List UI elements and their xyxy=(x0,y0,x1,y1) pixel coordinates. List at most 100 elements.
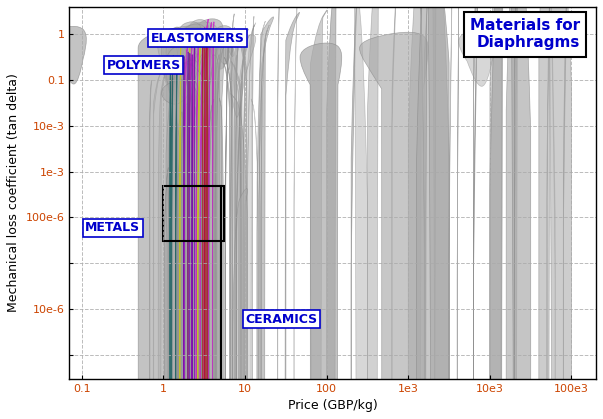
Ellipse shape xyxy=(220,32,234,57)
Ellipse shape xyxy=(452,0,487,419)
Ellipse shape xyxy=(175,32,187,419)
Ellipse shape xyxy=(224,63,235,419)
Ellipse shape xyxy=(236,81,245,419)
Ellipse shape xyxy=(500,0,525,419)
Ellipse shape xyxy=(218,34,232,419)
Ellipse shape xyxy=(158,34,182,419)
Ellipse shape xyxy=(171,73,174,419)
Ellipse shape xyxy=(193,41,221,419)
Ellipse shape xyxy=(226,27,235,419)
Ellipse shape xyxy=(168,28,201,419)
Ellipse shape xyxy=(225,33,232,70)
Ellipse shape xyxy=(188,36,196,419)
Ellipse shape xyxy=(235,32,256,419)
Ellipse shape xyxy=(251,99,263,419)
Ellipse shape xyxy=(169,60,171,419)
Ellipse shape xyxy=(183,24,207,75)
Text: CERAMICS: CERAMICS xyxy=(245,313,317,326)
Y-axis label: Mechanical loss coefficient (tan delta): Mechanical loss coefficient (tan delta) xyxy=(7,73,20,312)
Ellipse shape xyxy=(333,0,363,419)
Ellipse shape xyxy=(197,39,209,77)
Ellipse shape xyxy=(232,29,248,419)
Ellipse shape xyxy=(201,29,226,419)
Text: Materials for
Diaphragms: Materials for Diaphragms xyxy=(470,18,580,51)
Ellipse shape xyxy=(150,61,180,419)
Ellipse shape xyxy=(183,57,185,419)
Ellipse shape xyxy=(252,30,267,419)
Ellipse shape xyxy=(178,27,209,46)
Ellipse shape xyxy=(157,74,165,419)
Ellipse shape xyxy=(452,0,462,419)
Ellipse shape xyxy=(160,168,168,419)
Ellipse shape xyxy=(540,0,577,419)
Ellipse shape xyxy=(534,0,568,419)
Ellipse shape xyxy=(508,0,555,419)
Ellipse shape xyxy=(183,60,209,419)
Ellipse shape xyxy=(204,61,211,419)
Ellipse shape xyxy=(176,62,205,102)
Ellipse shape xyxy=(212,38,224,419)
Ellipse shape xyxy=(412,0,434,419)
Ellipse shape xyxy=(339,0,383,419)
Ellipse shape xyxy=(148,80,151,419)
Ellipse shape xyxy=(179,45,188,419)
Ellipse shape xyxy=(240,36,247,419)
Ellipse shape xyxy=(238,25,254,419)
Ellipse shape xyxy=(221,37,230,419)
Ellipse shape xyxy=(166,44,190,101)
Ellipse shape xyxy=(169,77,171,419)
Text: ELASTOMERS: ELASTOMERS xyxy=(151,31,245,44)
Ellipse shape xyxy=(197,19,223,57)
Ellipse shape xyxy=(161,63,184,71)
Ellipse shape xyxy=(166,27,180,87)
Ellipse shape xyxy=(174,57,178,419)
Ellipse shape xyxy=(449,0,508,419)
Ellipse shape xyxy=(305,0,340,419)
Ellipse shape xyxy=(238,34,245,419)
Ellipse shape xyxy=(525,0,591,419)
Ellipse shape xyxy=(250,16,254,419)
Ellipse shape xyxy=(193,45,206,419)
Ellipse shape xyxy=(214,48,216,419)
Ellipse shape xyxy=(205,36,207,419)
Ellipse shape xyxy=(183,53,197,419)
Ellipse shape xyxy=(181,58,200,419)
Ellipse shape xyxy=(198,99,214,419)
Ellipse shape xyxy=(211,55,219,419)
Ellipse shape xyxy=(169,60,182,419)
Ellipse shape xyxy=(180,32,195,419)
Ellipse shape xyxy=(287,0,300,419)
Ellipse shape xyxy=(229,55,236,419)
Ellipse shape xyxy=(180,58,202,419)
Ellipse shape xyxy=(162,60,174,419)
Ellipse shape xyxy=(205,22,212,419)
Ellipse shape xyxy=(188,20,210,419)
Ellipse shape xyxy=(162,80,192,104)
Ellipse shape xyxy=(359,32,428,419)
Ellipse shape xyxy=(211,22,214,419)
Ellipse shape xyxy=(531,0,558,419)
Ellipse shape xyxy=(231,94,259,419)
Ellipse shape xyxy=(211,41,228,69)
Ellipse shape xyxy=(165,103,188,419)
Ellipse shape xyxy=(374,0,404,419)
Ellipse shape xyxy=(436,0,458,419)
Ellipse shape xyxy=(145,73,160,419)
Ellipse shape xyxy=(226,14,234,419)
Ellipse shape xyxy=(206,54,219,419)
Ellipse shape xyxy=(204,41,205,419)
Ellipse shape xyxy=(168,40,195,98)
Ellipse shape xyxy=(138,26,217,419)
Ellipse shape xyxy=(199,39,224,419)
Ellipse shape xyxy=(232,30,239,419)
Ellipse shape xyxy=(229,189,247,419)
Ellipse shape xyxy=(170,78,173,419)
Ellipse shape xyxy=(178,22,219,419)
Ellipse shape xyxy=(181,68,193,419)
Ellipse shape xyxy=(229,48,247,419)
Ellipse shape xyxy=(274,0,280,419)
Ellipse shape xyxy=(242,17,274,419)
X-axis label: Price (GBP/kg): Price (GBP/kg) xyxy=(288,399,377,412)
Ellipse shape xyxy=(195,106,201,419)
Ellipse shape xyxy=(54,26,86,84)
